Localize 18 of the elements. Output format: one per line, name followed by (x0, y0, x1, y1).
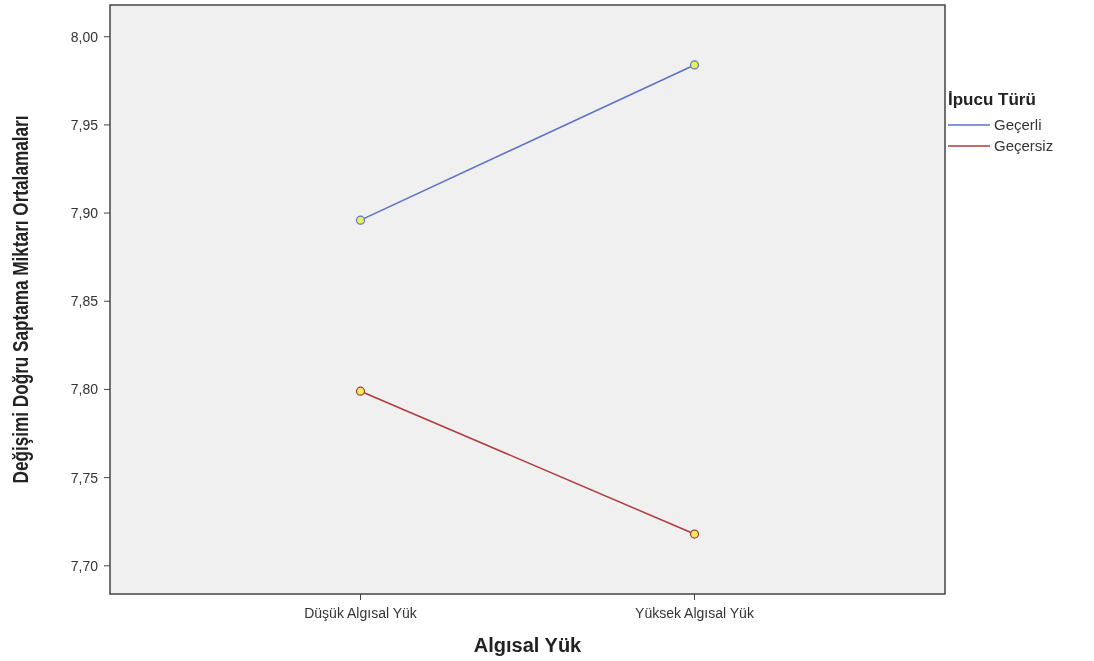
legend-title: İpucu Türü (948, 90, 1036, 109)
legend-label: Geçersiz (994, 137, 1054, 154)
legend-label: Geçerli (994, 116, 1042, 133)
y-tick-label: 7,90 (70, 204, 99, 221)
x-tick-label: Yüksek Algısal Yük (635, 605, 755, 621)
y-tick-label: 8,00 (70, 28, 99, 45)
point (689, 60, 700, 70)
y-tick-label: 7,80 (70, 381, 99, 398)
x-tick-label: Düşük Algısal Yük (304, 605, 418, 621)
point (355, 386, 366, 396)
y-tick-label: 7,95 (70, 116, 99, 133)
y-tick-label: 7,75 (70, 469, 99, 486)
point (689, 529, 700, 539)
x-axis-title: Algısal Yük (473, 634, 583, 656)
y-tick-label: 7,70 (70, 557, 99, 574)
y-tick-label: 7,85 (70, 293, 99, 310)
point (355, 215, 366, 225)
y-axis-title: Değişimi Doğru Saptama Miktarı Ortalamaları (7, 115, 33, 484)
